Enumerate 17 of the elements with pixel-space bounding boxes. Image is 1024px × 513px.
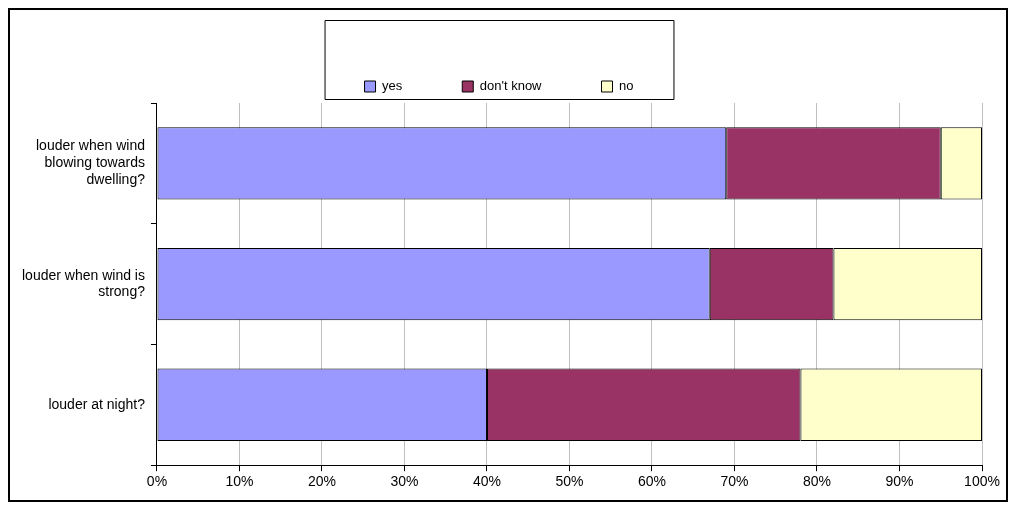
y-tick-label: louder at night? xyxy=(48,395,146,412)
x-tick-label: 80% xyxy=(802,473,832,490)
x-tick-label: 100% xyxy=(964,473,1000,490)
x-tick-label: 10% xyxy=(225,473,254,490)
x-tick-label: 90% xyxy=(885,473,914,490)
x-tick-label: 0% xyxy=(146,473,168,490)
x-tick-label: 70% xyxy=(720,473,749,490)
x-tick-label: 50% xyxy=(555,473,584,490)
x-tick-label: 40% xyxy=(472,473,501,490)
x-tick-label: 60% xyxy=(637,473,666,490)
x-tick-label: 20% xyxy=(307,473,336,490)
legend-label: yes xyxy=(382,78,403,94)
y-tick-label: louder when wind is strong? xyxy=(21,266,146,300)
legend-label: no xyxy=(619,78,634,94)
legend-label: don't know xyxy=(479,78,543,94)
y-tick-label: louder when wind blowing towards dwelling? xyxy=(35,137,146,188)
x-tick-label: 30% xyxy=(390,473,419,490)
